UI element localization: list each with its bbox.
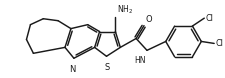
Text: S: S xyxy=(105,63,110,72)
Text: Cl: Cl xyxy=(215,39,223,48)
Text: HN: HN xyxy=(135,56,146,65)
Text: Cl: Cl xyxy=(205,14,213,23)
Text: NH$_2$: NH$_2$ xyxy=(117,3,133,16)
Text: N: N xyxy=(69,65,75,74)
Text: O: O xyxy=(145,15,152,24)
